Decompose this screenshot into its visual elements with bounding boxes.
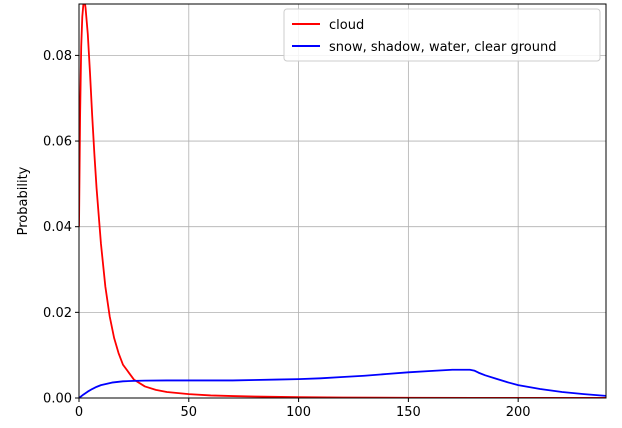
series-layer	[79, 4, 606, 398]
x-tick-label: 50	[181, 405, 198, 420]
x-tick-label: 100	[286, 405, 311, 420]
x-tick-label: 200	[506, 405, 531, 420]
legend-label-snow-shadow-water-clear-ground: snow, shadow, water, clear ground	[329, 40, 556, 55]
x-tick-label: 150	[396, 405, 421, 420]
y-tick-label: 0.02	[43, 306, 72, 321]
y-axis-label: Probability	[16, 166, 31, 235]
legend-label-cloud: cloud	[329, 18, 364, 33]
ticks: 0 50 100 150 200 0.00 0.02 0.04 0.06 0.08	[43, 49, 531, 420]
cloud-series-line	[79, 4, 606, 398]
plot-frame	[78, 3, 607, 399]
y-tick-label: 0.00	[43, 392, 72, 407]
y-tick-label: 0.04	[43, 220, 72, 235]
x-tick-label: 0	[75, 405, 83, 420]
legend-box	[283, 8, 601, 62]
snow-shadow-water-clear-ground-series-line	[79, 368, 606, 398]
legend: cloud snow, shadow, water, clear ground	[283, 8, 601, 62]
grid	[78, 4, 606, 399]
y-tick-label: 0.06	[43, 135, 72, 150]
y-tick-label: 0.08	[43, 49, 72, 64]
